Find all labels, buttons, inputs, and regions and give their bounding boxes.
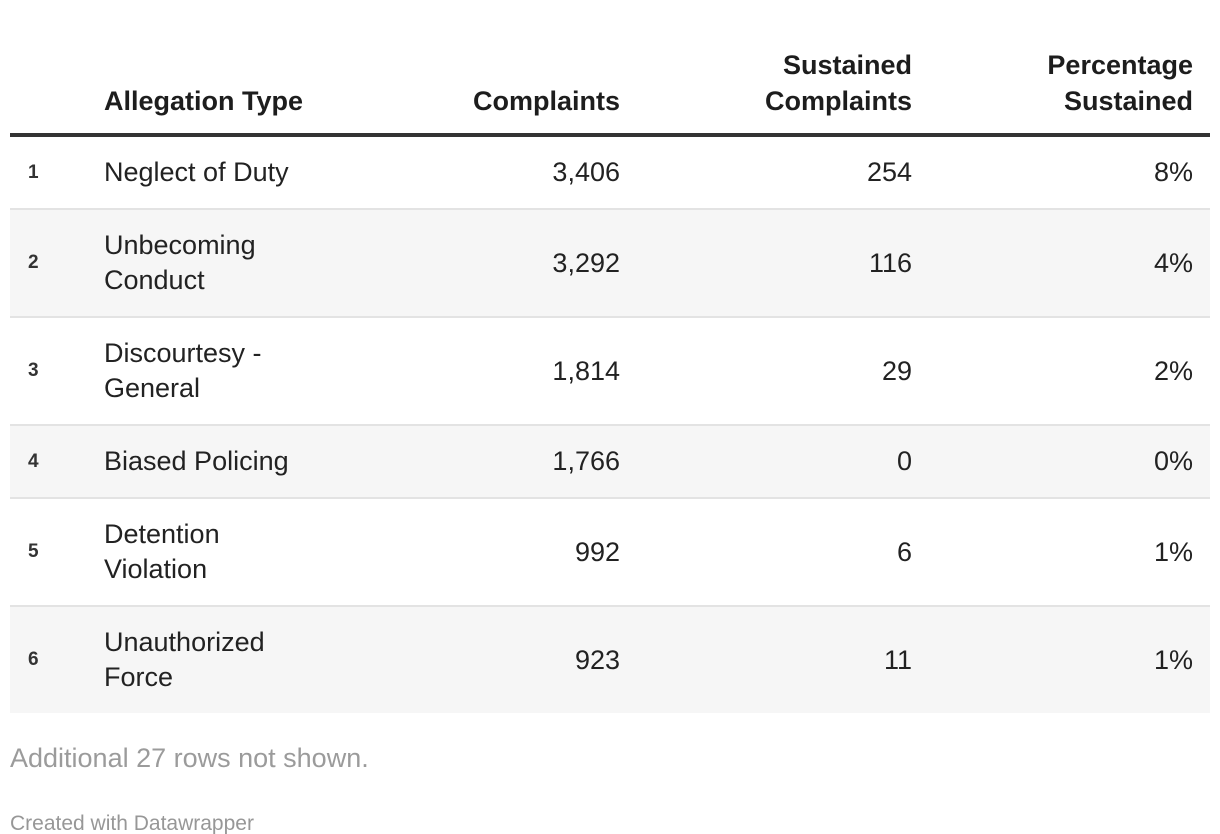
cell-allegation-type: Unauthorized Force [104,627,265,692]
allegation-table: Allegation Type Complaints Sustained Com… [10,0,1210,713]
cell-allegation-type: Detention Violation [104,519,220,584]
column-header-row-number [10,0,96,137]
cell-complaints: 1,814 [552,355,620,386]
cell-percentage-sustained: 1% [1153,644,1193,675]
datawrapper-attribution-link[interactable]: Created with Datawrapper [10,812,254,834]
cell-complaints: 1,766 [552,446,620,476]
cell-complaints: 3,406 [552,157,620,187]
cell-allegation-type: Biased Policing [104,446,289,476]
header-row: Allegation Type Complaints Sustained Com… [10,0,1210,137]
table-row: 6 Unauthorized Force 923 11 1% [10,606,1210,713]
table-header: Allegation Type Complaints Sustained Com… [10,0,1210,137]
cell-percentage-sustained: 8% [1153,157,1193,187]
cell-row-number: 6 [28,649,39,670]
table-row: 3 Discourtesy - General 1,814 29 2% [10,317,1210,425]
cell-allegation-type: Neglect of Duty [104,157,289,187]
cell-sustained-complaints: 116 [868,247,912,278]
table-body: 1 Neglect of Duty 3,406 254 8% 2 Unbecoming Co… [10,135,1210,713]
cell-sustained-complaints: 6 [896,536,912,567]
column-header-percentage-sustained: Percentage Sustained [929,0,1210,137]
cell-complaints: 923 [574,644,620,675]
cell-sustained-complaints: 0 [896,446,912,476]
column-header-complaints: Complaints [326,0,637,137]
cell-sustained-complaints: 11 [883,644,912,675]
cell-row-number: 5 [28,541,39,562]
cell-percentage-sustained: 2% [1153,355,1193,386]
table-row: 2 Unbecoming Conduct 3,292 116 4% [10,209,1210,317]
rows-not-shown-note: Additional 27 rows not shown. [10,743,369,773]
cell-percentage-sustained: 4% [1153,247,1193,278]
cell-percentage-sustained: 1% [1153,536,1193,567]
cell-sustained-complaints: 254 [866,157,912,187]
cell-row-number: 1 [28,161,39,183]
column-header-sustained-complaints: Sustained Complaints [637,0,929,137]
cell-row-number: 3 [28,360,39,381]
table-row: 4 Biased Policing 1,766 0 0% [10,425,1210,498]
cell-complaints: 992 [574,536,620,567]
cell-allegation-type: Discourtesy - General [104,338,262,403]
table-row: 5 Detention Violation 992 6 1% [10,498,1210,606]
cell-row-number: 2 [28,252,39,273]
cell-percentage-sustained: 0% [1153,446,1193,476]
cell-allegation-type: Unbecoming Conduct [104,230,256,295]
column-header-allegation-type: Allegation Type [96,0,326,137]
cell-row-number: 4 [28,450,39,472]
cell-complaints: 3,292 [552,247,620,278]
table-row: 1 Neglect of Duty 3,406 254 8% [10,135,1210,209]
cell-sustained-complaints: 29 [881,355,912,386]
